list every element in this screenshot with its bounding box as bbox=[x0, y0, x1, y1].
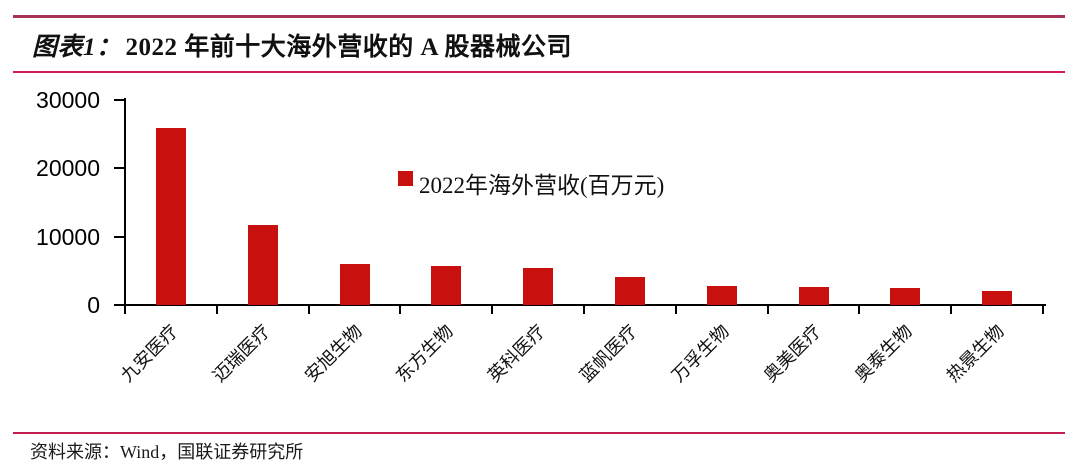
x-axis-tick bbox=[399, 305, 402, 314]
x-category-label: 迈瑞医疗 bbox=[208, 320, 274, 386]
bar bbox=[247, 225, 278, 305]
x-axis-line bbox=[124, 304, 1046, 306]
figure-title: 图表1： 2022 年前十大海外营收的 A 股器械公司 bbox=[32, 27, 572, 63]
title-underline-rule bbox=[13, 71, 1065, 73]
x-axis-tick bbox=[766, 305, 769, 314]
x-axis-tick bbox=[307, 305, 310, 314]
bar bbox=[798, 286, 829, 305]
y-tick-label: 30000 bbox=[36, 87, 100, 113]
x-category-label: 蓝帆医疗 bbox=[575, 320, 641, 386]
x-category-label: 万孚生物 bbox=[667, 320, 733, 386]
bar bbox=[523, 268, 554, 305]
x-axis-tick bbox=[583, 305, 585, 314]
y-tick-label: 0 bbox=[87, 292, 100, 318]
y-tick-label: 20000 bbox=[36, 155, 100, 182]
bar bbox=[614, 276, 645, 305]
legend-label: 2022年海外营收(百万元) bbox=[419, 173, 665, 198]
top-rule bbox=[13, 15, 1065, 18]
x-category-label: 奥美医疗 bbox=[759, 320, 825, 386]
x-axis-tick bbox=[858, 305, 861, 314]
bar bbox=[890, 287, 921, 305]
x-axis-tick bbox=[215, 305, 218, 314]
y-axis-tick bbox=[114, 235, 125, 238]
figure-title-text: 2022 年前十大海外营收的 A 股器械公司 bbox=[125, 34, 572, 61]
x-category-label: 热景生物 bbox=[943, 320, 1009, 386]
x-axis-tick bbox=[950, 305, 953, 314]
x-category-label: 东方生物 bbox=[392, 320, 458, 386]
chart-legend: 2022年海外营收(百万元) bbox=[398, 166, 664, 200]
x-category-label: 九安医疗 bbox=[116, 320, 182, 386]
x-category-label: 英科医疗 bbox=[484, 320, 550, 386]
bar bbox=[982, 290, 1013, 305]
bar bbox=[339, 264, 370, 305]
y-axis-tick bbox=[114, 99, 125, 101]
source-rule bbox=[13, 432, 1065, 434]
y-axis-line bbox=[124, 98, 126, 314]
y-axis-tick bbox=[114, 167, 125, 170]
x-axis-tick bbox=[124, 305, 126, 314]
x-axis-tick bbox=[491, 305, 494, 314]
bar bbox=[706, 286, 737, 305]
legend-swatch-icon bbox=[398, 171, 413, 186]
bar bbox=[431, 266, 462, 305]
bar bbox=[155, 127, 186, 305]
source-text: 资料来源：Wind，国联证券研究所 bbox=[30, 442, 304, 462]
x-axis-tick bbox=[674, 305, 677, 314]
x-category-label: 安旭生物 bbox=[300, 320, 366, 386]
bar-chart: 2022年海外营收(百万元) 0 10000 20000 30000 九安医疗 迈瑞医疗安… bbox=[0, 80, 1080, 430]
x-category-label: 奥泰生物 bbox=[851, 320, 917, 386]
figure-title-prefix: 图表1： bbox=[32, 34, 122, 61]
y-tick-label: 10000 bbox=[36, 223, 100, 250]
y-axis-tick bbox=[114, 304, 125, 306]
x-axis-tick bbox=[1042, 305, 1044, 314]
